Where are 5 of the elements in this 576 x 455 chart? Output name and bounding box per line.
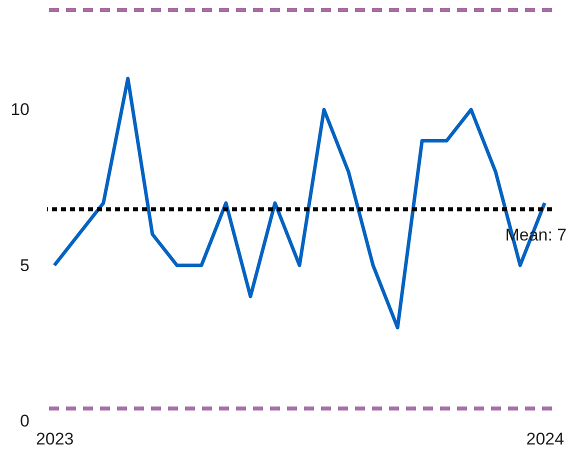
x-tick-label: 2023: [36, 430, 74, 448]
y-tick-label: 10: [10, 100, 30, 120]
y-tick-label: 0: [20, 412, 30, 430]
x-tick-label: 2024: [526, 430, 564, 448]
y-tick-label: 5: [20, 256, 30, 275]
